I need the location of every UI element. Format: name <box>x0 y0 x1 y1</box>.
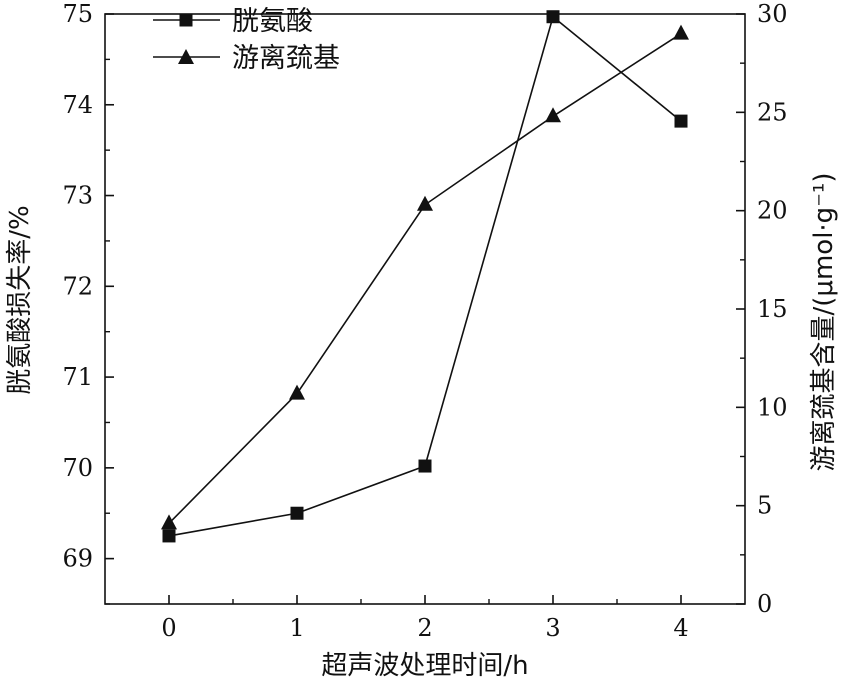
x-axis-title: 超声波处理时间/h <box>321 651 528 681</box>
data-point-free-sulfhydryl <box>673 24 689 40</box>
left-y-tick-label: 72 <box>62 272 93 300</box>
right-y-tick-label: 5 <box>757 492 772 520</box>
x-tick-label: 4 <box>673 614 688 642</box>
data-point-cystine <box>546 10 560 24</box>
left-y-tick-label: 73 <box>62 182 93 210</box>
series-line-cystine <box>168 15 682 537</box>
x-tick-label: 2 <box>417 614 432 642</box>
left-y-axis-title: 胱氨酸损失率/% <box>5 205 35 394</box>
data-point-free-sulfhydryl <box>417 195 433 211</box>
plot-frame <box>104 13 746 605</box>
left-y-tick-label: 71 <box>62 363 93 391</box>
right-y-tick-label: 20 <box>757 197 788 225</box>
right-y-axis: 0 5 10 15 20 25 30 <box>736 0 788 618</box>
left-y-tick-label: 75 <box>62 0 93 28</box>
x-axis: 0 1 2 3 4 <box>161 595 689 642</box>
data-point-cystine <box>162 529 176 543</box>
right-y-axis-title: 游离巯基含量/(μmol·g⁻¹) <box>809 173 839 472</box>
legend-item-free-sulfhydryl: 游离巯基 <box>153 43 340 74</box>
left-y-axis: 69 70 71 72 73 74 75 <box>62 0 114 605</box>
x-tick-label: 1 <box>289 614 304 642</box>
left-y-tick-label: 69 <box>62 545 93 573</box>
x-tick-label: 3 <box>545 614 560 642</box>
right-y-tick-label: 10 <box>757 393 788 421</box>
right-y-tick-label: 15 <box>757 295 788 323</box>
legend-label-free-sulfhydryl: 游离巯基 <box>232 43 340 74</box>
series-line-free-sulfhydryl <box>168 32 682 524</box>
data-point-free-sulfhydryl <box>545 107 561 123</box>
data-point-cystine <box>674 114 688 128</box>
left-y-tick-label: 74 <box>62 91 93 119</box>
data-point-cystine <box>290 506 304 520</box>
series-layer <box>161 10 689 543</box>
legend-marker-triangle <box>178 49 194 64</box>
legend-item-cystine: 胱氨酸 <box>153 6 313 37</box>
data-point-free-sulfhydryl <box>161 514 177 530</box>
right-y-tick-label: 30 <box>757 0 788 28</box>
x-tick-label: 0 <box>161 614 176 642</box>
legend-label-cystine: 胱氨酸 <box>232 6 313 37</box>
plot-area-border <box>104 13 746 605</box>
data-point-cystine <box>418 459 432 473</box>
left-y-tick-label: 70 <box>62 454 93 482</box>
legend-marker-square <box>179 13 193 27</box>
right-y-tick-label: 25 <box>757 98 788 126</box>
data-point-free-sulfhydryl <box>289 384 305 400</box>
right-y-tick-label: 0 <box>757 590 772 618</box>
legend: 胱氨酸 游离巯基 <box>153 6 340 74</box>
